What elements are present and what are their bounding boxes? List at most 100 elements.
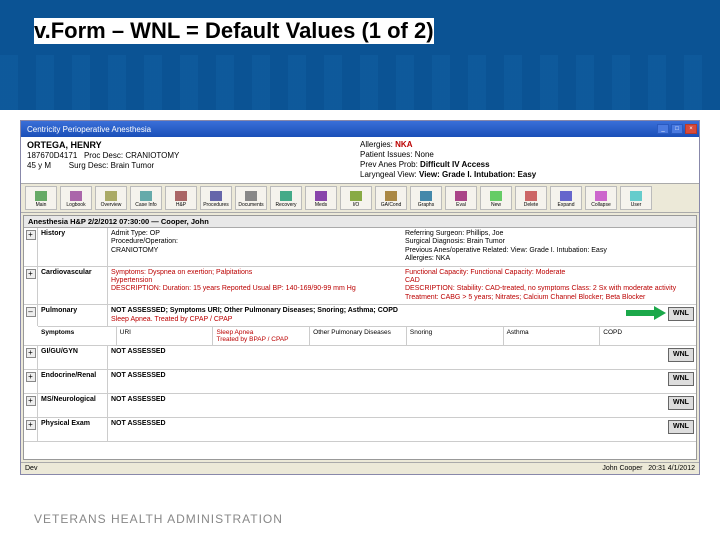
wnl-pulm-button[interactable]: WNL bbox=[668, 307, 694, 321]
pulm-detail: Sleep Apnea. Treated by CPAP / CPAP bbox=[111, 316, 232, 323]
toolbar-icon bbox=[595, 191, 607, 201]
toolbar-label: Procedures bbox=[203, 202, 229, 208]
text-line: Procedure/Operation: bbox=[111, 238, 399, 246]
pulm-summary: NOT ASSESSED; Symptoms URI; Other Pulmon… bbox=[111, 307, 398, 314]
allergies-value: NKA bbox=[395, 140, 412, 149]
sym-asthma[interactable]: Asthma bbox=[504, 327, 601, 345]
toolbar-label: H&P bbox=[176, 202, 186, 208]
text-line: Allergies: NKA bbox=[405, 255, 693, 263]
text-line: CRANIOTOMY bbox=[111, 247, 399, 255]
toolbar-main[interactable]: Main bbox=[25, 186, 57, 210]
label-msneuro: MS/Neurological bbox=[38, 394, 108, 417]
label-cardio: Cardiovascular bbox=[38, 267, 108, 305]
arrow-indicator bbox=[626, 306, 666, 320]
sym-other[interactable]: Other Pulmonary Diseases bbox=[310, 327, 407, 345]
toolbar-graphs[interactable]: Graphs bbox=[410, 186, 442, 210]
toolbar-logbook[interactable]: Logbook bbox=[60, 186, 92, 210]
issues-value: None bbox=[415, 150, 434, 159]
toolbar-label: Logbook bbox=[66, 202, 85, 208]
toolbar-label: Recovery bbox=[275, 202, 296, 208]
toolbar-new[interactable]: New bbox=[480, 186, 512, 210]
row-msneuro: + MS/Neurological NOT ASSESSED WNL bbox=[24, 394, 696, 418]
toolbar-hp[interactable]: H&P bbox=[165, 186, 197, 210]
expand-endo[interactable]: + bbox=[26, 372, 36, 382]
wnl-physexam-button[interactable]: WNL bbox=[668, 420, 694, 434]
toolbar-icon bbox=[490, 191, 502, 201]
surg-desc: Brain Tumor bbox=[111, 161, 155, 170]
slide-header: v.Form – WNL = Default Values (1 of 2) bbox=[0, 0, 720, 110]
toolbar-eval[interactable]: Eval bbox=[445, 186, 477, 210]
issues-label: Patient Issues: bbox=[360, 150, 412, 159]
status-user: John Cooper bbox=[602, 465, 642, 472]
sym-uri[interactable]: URI bbox=[117, 327, 214, 345]
sym-sleep-apnea[interactable]: Sleep Apnea Treated by BPAP / CPAP bbox=[213, 327, 310, 345]
toolbar-user[interactable]: User bbox=[620, 186, 652, 210]
expand-cardio[interactable]: + bbox=[26, 269, 36, 279]
slide-title: v.Form – WNL = Default Values (1 of 2) bbox=[34, 18, 434, 43]
prev-value: Difficult IV Access bbox=[420, 160, 490, 169]
app-window: Centricity Perioperative Anesthesia _ □ … bbox=[20, 120, 700, 475]
toolbar-icon bbox=[455, 191, 467, 201]
toolbar-gacond[interactable]: GA/Cond bbox=[375, 186, 407, 210]
expand-gigugyn[interactable]: + bbox=[26, 348, 36, 358]
toolbar-label: Expand bbox=[558, 202, 575, 208]
toolbar-expand[interactable]: Expand bbox=[550, 186, 582, 210]
toolbar-label: Collapse bbox=[591, 202, 610, 208]
toolbar-documents[interactable]: Documents bbox=[235, 186, 267, 210]
toolbar-label: I/O bbox=[353, 202, 360, 208]
toolbar-collapse[interactable]: Collapse bbox=[585, 186, 617, 210]
toolbar-icon bbox=[350, 191, 362, 201]
row-history: + History Admit Type: OPProcedure/Operat… bbox=[24, 228, 696, 267]
maximize-button[interactable]: □ bbox=[671, 124, 683, 134]
toolbar-label: Eval bbox=[456, 202, 466, 208]
minimize-button[interactable]: _ bbox=[657, 124, 669, 134]
status-bar: Dev John Cooper 20:31 4/1/2012 bbox=[21, 462, 699, 474]
content-area: Anesthesia H&P 2/2/2012 07:30:00 — Coope… bbox=[23, 215, 697, 460]
body-pulm: NOT ASSESSED; Symptoms URI; Other Pulmon… bbox=[108, 305, 696, 326]
status-dev: Dev bbox=[25, 465, 37, 472]
toolbar-procedures[interactable]: Procedures bbox=[200, 186, 232, 210]
expand-col: + bbox=[24, 228, 38, 266]
wnl-gigugyn-button[interactable]: WNL bbox=[668, 348, 694, 362]
sym-copd[interactable]: COPD bbox=[600, 327, 696, 345]
body-endo: NOT ASSESSED WNL bbox=[108, 370, 696, 393]
toolbar-overview[interactable]: Overview bbox=[95, 186, 127, 210]
text-line: Previous Anes/operative Related: View: G… bbox=[405, 247, 693, 255]
toolbar-icon bbox=[70, 191, 82, 201]
text-line: Admit Type: OP bbox=[111, 230, 399, 238]
toolbar-label: Overview bbox=[101, 202, 122, 208]
row-endo: + Endocrine/Renal NOT ASSESSED WNL bbox=[24, 370, 696, 394]
toolbar-delete[interactable]: Delete bbox=[515, 186, 547, 210]
toolbar-label: GA/Cond bbox=[381, 202, 402, 208]
history-left: Admit Type: OPProcedure/Operation:CRANIO… bbox=[111, 230, 399, 264]
wnl-msneuro-button[interactable]: WNL bbox=[668, 396, 694, 410]
toolbar-icon bbox=[420, 191, 432, 201]
toolbar-meds[interactable]: Meds bbox=[305, 186, 337, 210]
expand-col: + bbox=[24, 267, 38, 305]
toolbar-icon bbox=[315, 191, 327, 201]
toolbar-caseinfo[interactable]: Case Info bbox=[130, 186, 162, 210]
sym-apnea-title: Sleep Apnea bbox=[216, 329, 253, 336]
expand-physexam[interactable]: + bbox=[26, 420, 36, 430]
prev-label: Prev Anes Prob: bbox=[360, 160, 418, 169]
toolbar-recovery[interactable]: Recovery bbox=[270, 186, 302, 210]
close-button[interactable]: × bbox=[685, 124, 697, 134]
sym-snoring[interactable]: Snoring bbox=[407, 327, 504, 345]
toolbar-label: Delete bbox=[524, 202, 538, 208]
allergies-label: Allergies: bbox=[360, 140, 393, 149]
text-endo: NOT ASSESSED bbox=[111, 372, 166, 379]
expand-history[interactable]: + bbox=[26, 230, 36, 240]
collapse-pulm[interactable]: – bbox=[26, 307, 36, 317]
text-line: Surgical Diagnosis: Brain Tumor bbox=[405, 238, 693, 246]
toolbar-io[interactable]: I/O bbox=[340, 186, 372, 210]
toolbar-icon bbox=[175, 191, 187, 201]
toolbar-label: Main bbox=[36, 202, 47, 208]
toolbar-label: User bbox=[631, 202, 642, 208]
proc-desc: CRANIOTOMY bbox=[125, 151, 179, 160]
wnl-endo-button[interactable]: WNL bbox=[668, 372, 694, 386]
expand-msneuro[interactable]: + bbox=[26, 396, 36, 406]
patient-banner: ORTEGA, HENRY 187670D4171 Proc Desc: CRA… bbox=[21, 137, 699, 184]
laryng-value: View: Grade I. Intubation: Easy bbox=[419, 170, 536, 179]
proc-desc-label: Proc Desc: bbox=[84, 151, 123, 160]
label-gigugyn: GI/GU/GYN bbox=[38, 346, 108, 369]
